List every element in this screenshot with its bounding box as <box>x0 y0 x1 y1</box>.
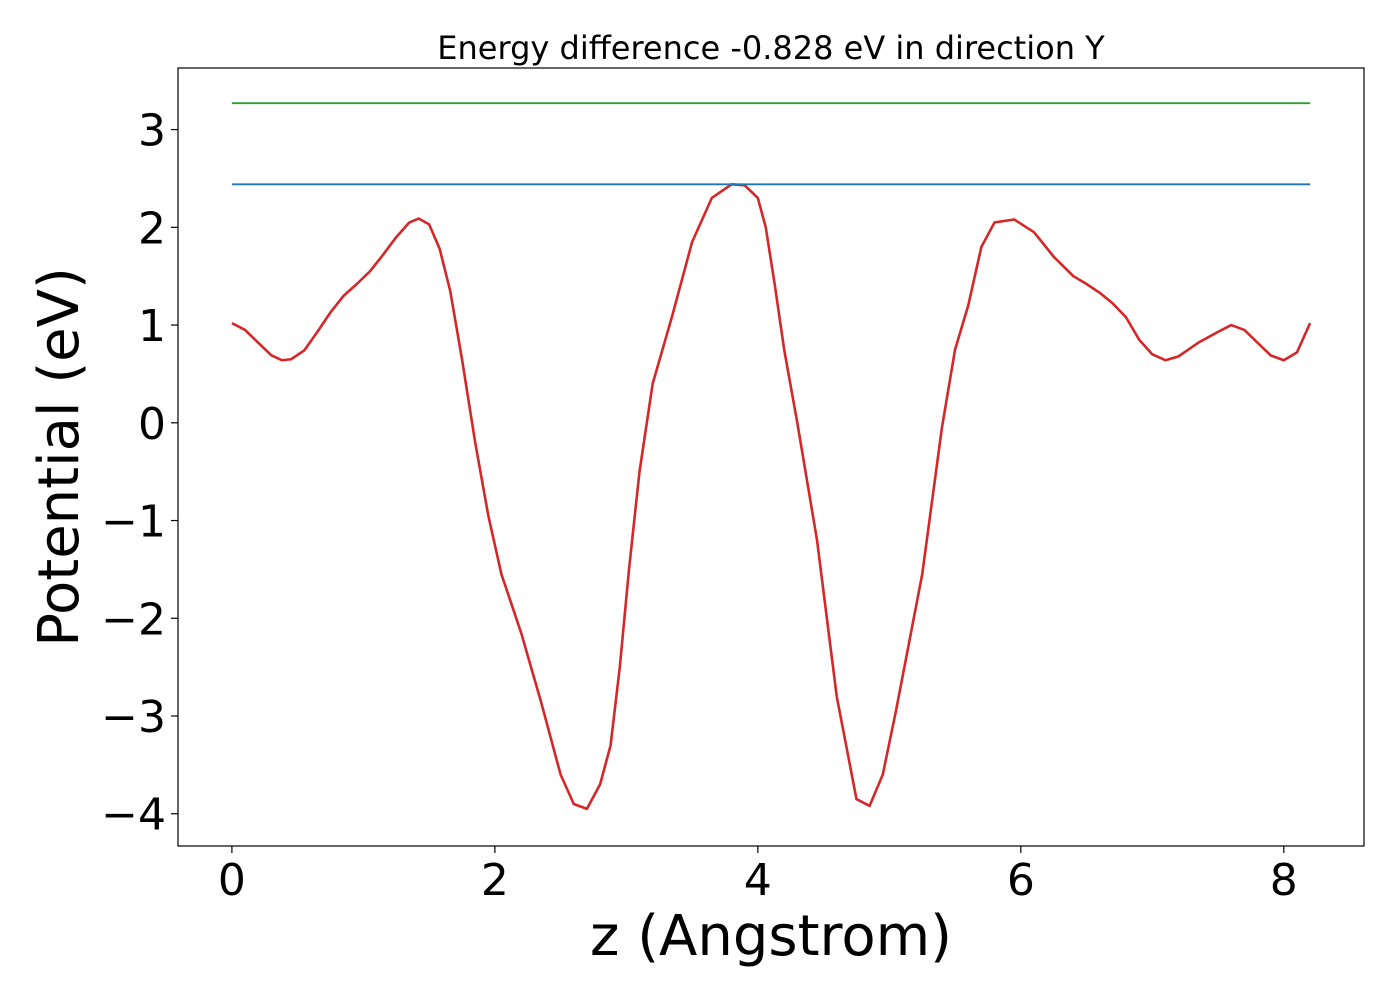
x-tick-label: 2 <box>481 855 509 906</box>
series-layer <box>231 102 1312 811</box>
y-tick-label: 1 <box>138 301 166 352</box>
y-tick-label: −3 <box>101 692 166 743</box>
x-tick-label: 8 <box>1270 855 1298 906</box>
y-tick-label: −4 <box>101 790 166 841</box>
x-tick-label: 0 <box>218 855 246 906</box>
y-tick-label: −2 <box>101 594 166 645</box>
x-tick-label: 4 <box>744 855 772 906</box>
x-axis-ticks: 0 2 4 6 8 <box>218 846 1298 906</box>
x-axis-label: z (Angstrom) <box>590 904 952 969</box>
y-tick-label: 2 <box>138 203 166 254</box>
y-tick-label: 0 <box>138 399 166 450</box>
y-tick-label: −1 <box>101 497 166 548</box>
y-tick-label: 3 <box>138 106 166 157</box>
y-axis-label: Potential (eV) <box>27 267 92 647</box>
plot-frame <box>177 67 1365 847</box>
x-tick-label: 6 <box>1007 855 1035 906</box>
y-axis-ticks: −4 −3 −2 −1 0 1 2 3 <box>101 106 178 841</box>
series-line-0 <box>231 183 1312 811</box>
chart-title: Energy difference -0.828 eV in direction… <box>437 29 1105 67</box>
